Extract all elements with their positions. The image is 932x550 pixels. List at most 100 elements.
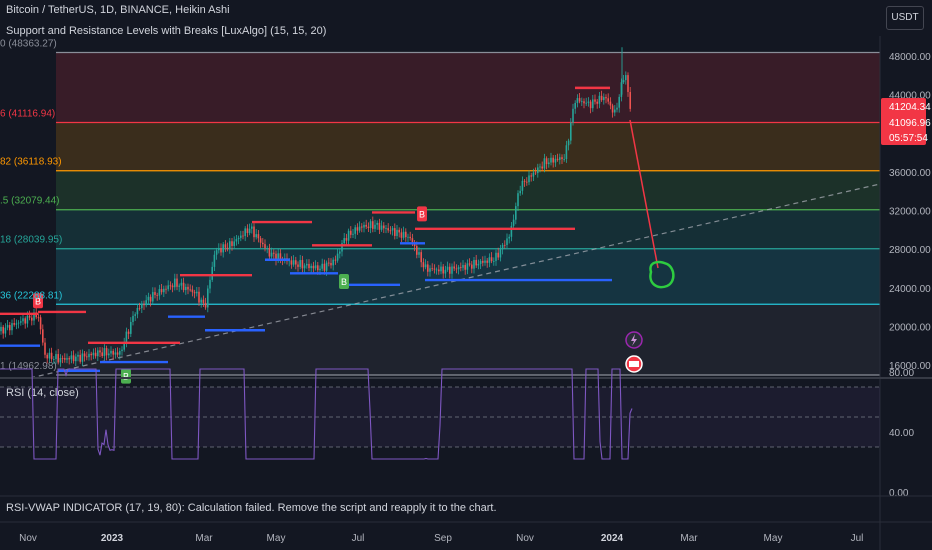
candle-body[interactable] [592,99,594,109]
candle-body[interactable] [306,263,308,266]
candle-body[interactable] [90,353,92,356]
candle-body[interactable] [539,166,541,168]
candle-body[interactable] [165,288,167,290]
candle-body[interactable] [136,307,139,315]
candle-body[interactable] [207,288,209,308]
candle-body[interactable] [442,266,444,274]
candle-body[interactable] [15,323,18,325]
user-annotations[interactable] [625,119,675,373]
candle-body[interactable] [402,231,405,238]
candle-body[interactable] [220,248,222,253]
candle-body[interactable] [552,157,554,163]
candle-body[interactable] [310,265,312,269]
candle-body[interactable] [314,265,317,269]
candle-body[interactable] [554,158,557,163]
candle-body[interactable] [446,266,449,270]
candle-body[interactable] [262,242,264,245]
candle-body[interactable] [499,249,502,258]
candle-body[interactable] [512,219,515,226]
candle-body[interactable] [244,228,246,236]
candle-body[interactable] [132,315,134,322]
candle-body[interactable] [145,300,147,306]
candle-body[interactable] [534,172,537,174]
candle-body[interactable] [453,266,455,269]
candle-body[interactable] [94,352,97,357]
candle-body[interactable] [303,265,306,269]
rsi-pane[interactable]: RSI (14, close) 80.00 40.00 0.00 [0,368,932,499]
candle-body[interactable] [46,354,48,359]
candle-body[interactable] [460,267,462,268]
candle-body[interactable] [545,158,548,165]
candle-body[interactable] [411,238,414,243]
candle-body[interactable] [378,222,381,230]
candle-body[interactable] [490,257,493,262]
candle-body[interactable] [519,190,521,194]
candle-body[interactable] [433,268,436,270]
candle-body[interactable] [297,264,299,267]
candle-body[interactable] [369,221,372,229]
candle-body[interactable] [455,268,458,270]
candle-body[interactable] [70,355,73,360]
candle-body[interactable] [160,289,163,293]
candle-body[interactable] [479,260,482,264]
candle-body[interactable] [259,238,262,243]
candle-body[interactable] [422,262,425,268]
candle-body[interactable] [497,252,499,258]
candle-body[interactable] [488,257,491,263]
candle-body[interactable] [438,269,440,272]
candle-body[interactable] [193,292,196,294]
candle-body[interactable] [202,299,205,303]
candle-body[interactable] [343,238,345,244]
candle-body[interactable] [275,253,277,261]
candle-body[interactable] [365,224,367,227]
candle-body[interactable] [127,331,130,334]
candle-body[interactable] [72,355,75,362]
candle-body[interactable] [163,288,165,293]
candle-body[interactable] [77,354,79,357]
candle-body[interactable] [101,352,103,356]
candle-body[interactable] [112,350,114,355]
candle-body[interactable] [99,350,101,353]
candle-body[interactable] [86,356,88,358]
candle-body[interactable] [420,252,422,263]
candle-body[interactable] [213,254,216,267]
candle-body[interactable] [134,314,136,316]
candle-body[interactable] [61,358,64,359]
candle-body[interactable] [528,175,530,183]
candle-body[interactable] [462,265,464,268]
candle-body[interactable] [457,267,460,270]
candle-body[interactable] [609,101,612,106]
candle-body[interactable] [570,122,572,141]
candle-body[interactable] [493,260,495,262]
candle-body[interactable] [196,291,198,294]
drawn-circle-marker[interactable] [649,260,675,289]
candle-body[interactable] [198,291,200,303]
candle-body[interactable] [279,253,282,259]
candle-body[interactable] [308,263,310,269]
candle-body[interactable] [477,263,480,266]
candle-body[interactable] [233,241,235,246]
candle-body[interactable] [11,323,13,331]
candle-body[interactable] [152,292,154,302]
candle-body[interactable] [607,98,609,102]
candle-body[interactable] [268,247,271,257]
candle-body[interactable] [356,227,359,231]
candle-body[interactable] [603,97,605,101]
candle-body[interactable] [255,234,257,238]
economic-event-icon[interactable] [625,355,643,373]
candle-body[interactable] [270,252,273,257]
candle-body[interactable] [572,108,574,123]
candle-body[interactable] [171,285,174,288]
candle-body[interactable] [556,158,559,160]
candle-body[interactable] [37,317,40,319]
candle-body[interactable] [204,302,207,308]
symbol-title[interactable]: Bitcoin / TetherUS, 1D, BINANCE, Heikin … [6,4,230,16]
candle-body[interactable] [336,253,339,261]
last-price-tag[interactable] [881,98,926,145]
candle-body[interactable] [508,236,510,239]
rsi-title[interactable]: RSI (14, close) [6,387,79,399]
candle-body[interactable] [103,348,106,356]
candle-body[interactable] [229,241,231,250]
candle-body[interactable] [598,95,601,104]
